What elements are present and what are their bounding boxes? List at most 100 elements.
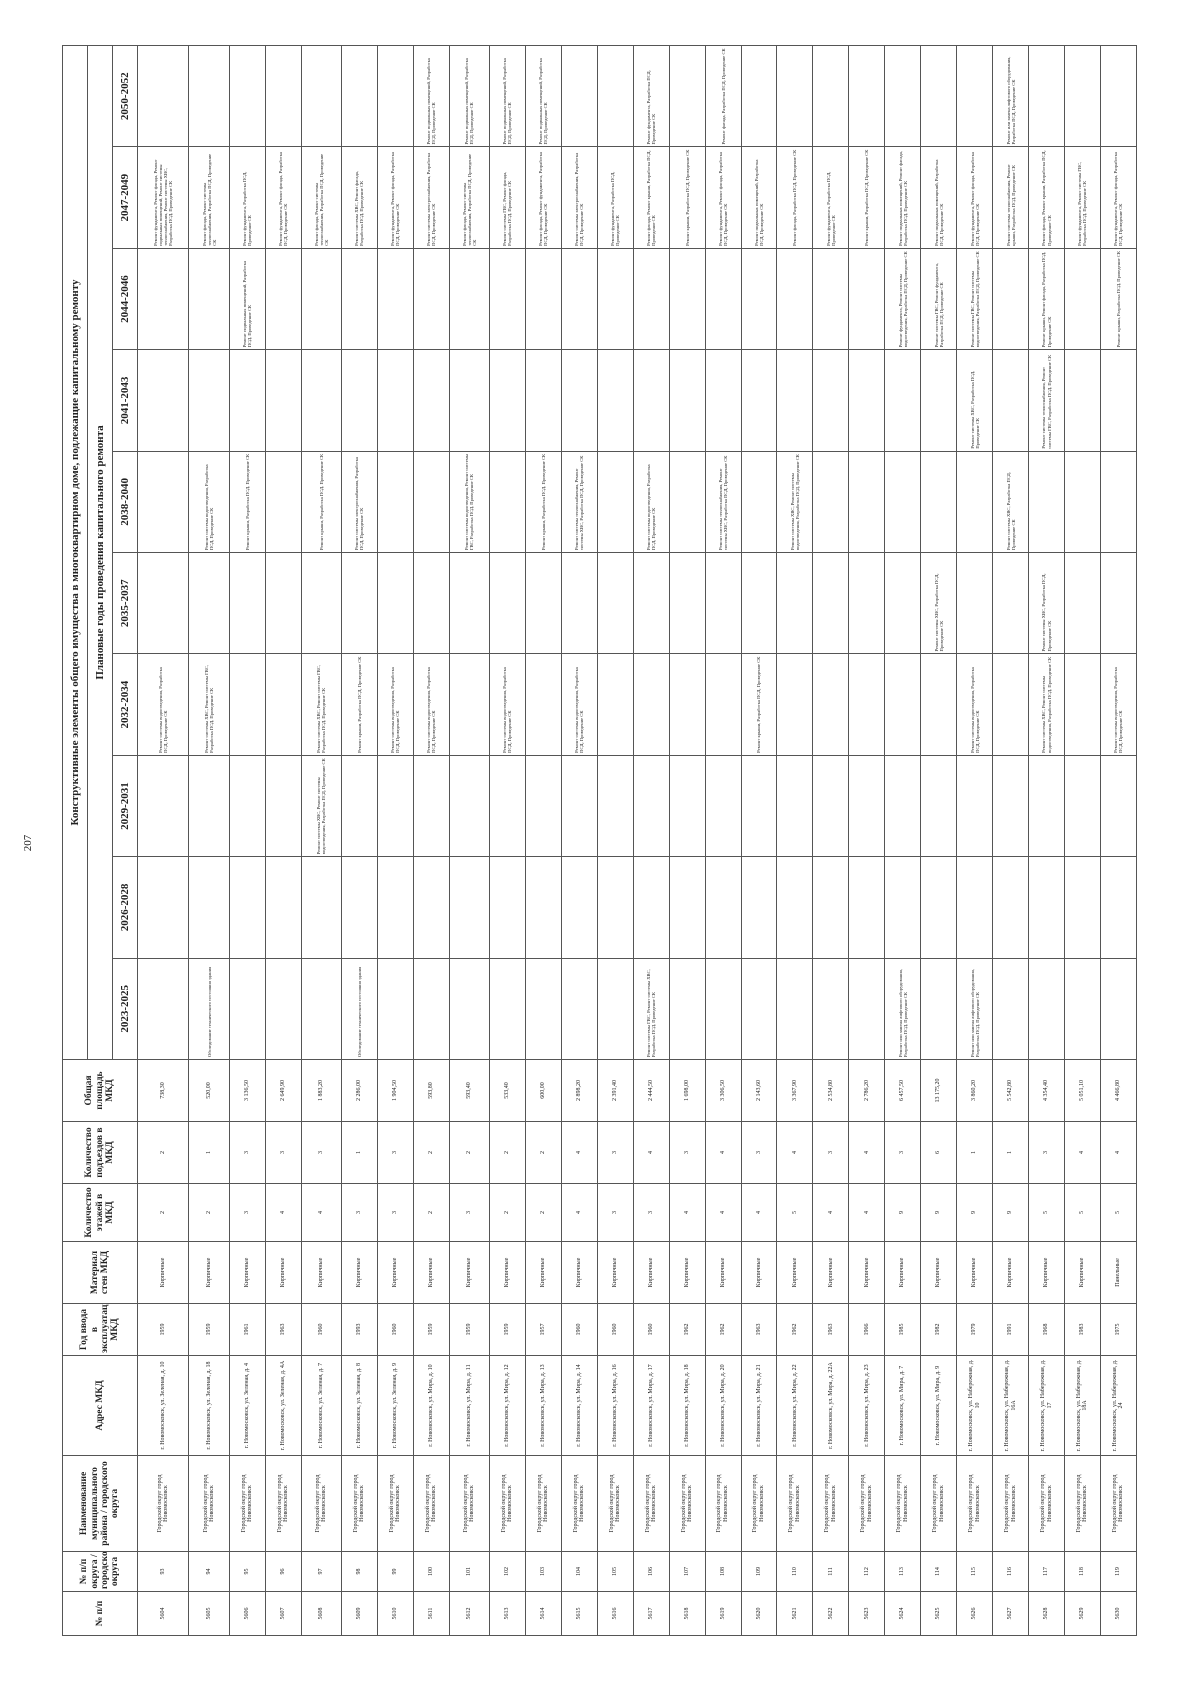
cell: 111: [812, 1551, 849, 1592]
work-cell: [1100, 451, 1137, 553]
work-cell: [884, 856, 921, 959]
work-cell: [265, 451, 302, 553]
cell: Городской округ город Новомосковск: [848, 1455, 885, 1552]
work-cell: [776, 755, 813, 857]
column-header: № п/п: [62, 1591, 138, 1636]
header-row: № п/п № п/п округа / городского округа Наи…: [62, 45, 138, 1636]
work-cell: [265, 349, 302, 452]
year-header: 2047-2049: [112, 146, 138, 249]
cell: Кирпичные: [884, 1241, 921, 1304]
cell: 1960: [561, 1303, 598, 1356]
cell: 5 051,10: [1064, 1059, 1101, 1122]
cell: 2: [525, 1121, 562, 1184]
cell: г. Новомосковск, ул. Набережная, д. 18А: [1064, 1355, 1101, 1456]
cell: Кирпичные: [741, 1241, 777, 1304]
work-cell: Ремонт фасада, Ремонт крыши, Разработка …: [1028, 146, 1065, 249]
work-cell: [776, 958, 813, 1060]
work-cell: Ремонт системы водоотведения, Разработка…: [1100, 653, 1137, 756]
cell: г. Новомосковск, ул. Мира, д. 23: [848, 1355, 885, 1456]
work-cell: [561, 45, 598, 147]
cell: Кирпичные: [341, 1241, 378, 1304]
work-cell: [597, 349, 634, 452]
cell: г. Новомосковск, ул. Мира, д. 11: [449, 1355, 490, 1456]
cell: Панельные: [1100, 1241, 1137, 1304]
cell: Городской округ город Новомосковск: [1100, 1455, 1137, 1552]
work-cell: Ремонт подвальных помещений, Разработка …: [229, 248, 266, 350]
column-header: Год ввода в эксплуатацию МКД: [62, 1303, 138, 1356]
work-cell: [377, 856, 414, 959]
work-cell: Ремонт системы ХВС, Ремонт системы ГВС, …: [188, 653, 230, 756]
cell: 1960: [377, 1303, 414, 1356]
cell: 2 143,60: [741, 1059, 777, 1122]
work-cell: Ремонт системы теплоснабжения, Ремонт си…: [1028, 349, 1065, 452]
work-cell: [741, 349, 777, 452]
work-cell: [776, 552, 813, 654]
work-cell: [1064, 248, 1101, 350]
cell: 4: [812, 1183, 849, 1242]
work-cell: [1064, 552, 1101, 654]
cell: Кирпичные: [561, 1241, 598, 1304]
work-cell: Ремонт или замена лифтового оборудования…: [992, 45, 1029, 147]
work-cell: [741, 958, 777, 1060]
cell: г. Новомосковск, ул. Набережная, д. 17: [1028, 1355, 1065, 1456]
work-cell: [229, 45, 266, 147]
work-cell: [449, 958, 490, 1060]
cell: 1985: [884, 1303, 921, 1356]
cell: Кирпичные: [137, 1241, 189, 1304]
table-row: 5621 110 Городской округ город Новомосковс…: [776, 45, 813, 1636]
cell: 5613: [489, 1591, 526, 1636]
work-cell: Ремонт крыши, Разработка ПСД, Проведение…: [525, 451, 562, 553]
cell: 5609: [341, 1591, 378, 1636]
cell: 2 649,90: [265, 1059, 302, 1122]
cell: Городской округ город Новомосковск: [188, 1455, 230, 1552]
cell: 3: [229, 1183, 266, 1242]
cell: 1959: [137, 1303, 189, 1356]
table-row: 5619 108 Городской округ город Новомосковс…: [705, 45, 742, 1636]
work-cell: [705, 653, 742, 756]
cell: 5 542,80: [992, 1059, 1029, 1122]
work-cell: [741, 856, 777, 959]
work-cell: Ремонт системы теплоснабжения, Ремонт си…: [561, 451, 598, 553]
work-cell: Ремонт системы ХВС, Разработка ПСД, Пров…: [956, 349, 993, 452]
cell: 1983: [1064, 1303, 1101, 1356]
work-cell: [992, 349, 1029, 452]
work-cell: [341, 45, 378, 147]
cell: 9: [956, 1183, 993, 1242]
cell: 102: [489, 1551, 526, 1592]
work-cell: [525, 856, 562, 959]
cell: 5611: [413, 1591, 450, 1636]
cell: 3: [301, 1121, 342, 1184]
work-cell: [449, 248, 490, 350]
work-cell: Ремонт фасада, Разработка ПСД, Проведени…: [776, 146, 813, 249]
cell: 3: [229, 1121, 266, 1184]
work-cell: [705, 958, 742, 1060]
work-cell: [449, 552, 490, 654]
cell: Кирпичные: [776, 1241, 813, 1304]
cell: 1 698,00: [669, 1059, 706, 1122]
cell: 2: [137, 1121, 189, 1184]
table-row: 5625 114 Городской округ город Новомосковс…: [920, 45, 957, 1636]
work-cell: Ремонт крыши, Разработка ПСД, Проведение…: [741, 653, 777, 756]
cell: 4: [705, 1183, 742, 1242]
cell: г. Новомосковск, ул. Зеленая, д. 8: [341, 1355, 378, 1456]
work-cell: [341, 856, 378, 959]
work-cell: [992, 248, 1029, 350]
work-cell: [920, 349, 957, 452]
work-cell: [377, 349, 414, 452]
work-cell: Ремонт фундамента, Ремонт системы водоот…: [884, 248, 921, 350]
cell: г. Новомосковск, ул. Мира, д. 17: [633, 1355, 670, 1456]
table-row: 5628 117 Городской округ город Новомосковс…: [1028, 45, 1065, 1636]
cell: 2 898,20: [561, 1059, 598, 1122]
cell: 5: [1028, 1183, 1065, 1242]
cell: 3 136,50: [229, 1059, 266, 1122]
table-row: 5620 109 Городской округ город Новомосковс…: [741, 45, 777, 1636]
cell: Кирпичные: [956, 1241, 993, 1304]
work-cell: [265, 755, 302, 857]
work-cell: [741, 45, 777, 147]
work-cell: [669, 856, 706, 959]
cell: г. Новомосковск, ул. Набережная, д. 10: [956, 1355, 993, 1456]
work-cell: Ремонт подвальных помещений, Ремонт фаса…: [884, 146, 921, 249]
work-cell: [848, 45, 885, 147]
work-cell: Ремонт подвальных помещений, Разработка …: [413, 45, 450, 147]
work-cell: [188, 45, 230, 147]
